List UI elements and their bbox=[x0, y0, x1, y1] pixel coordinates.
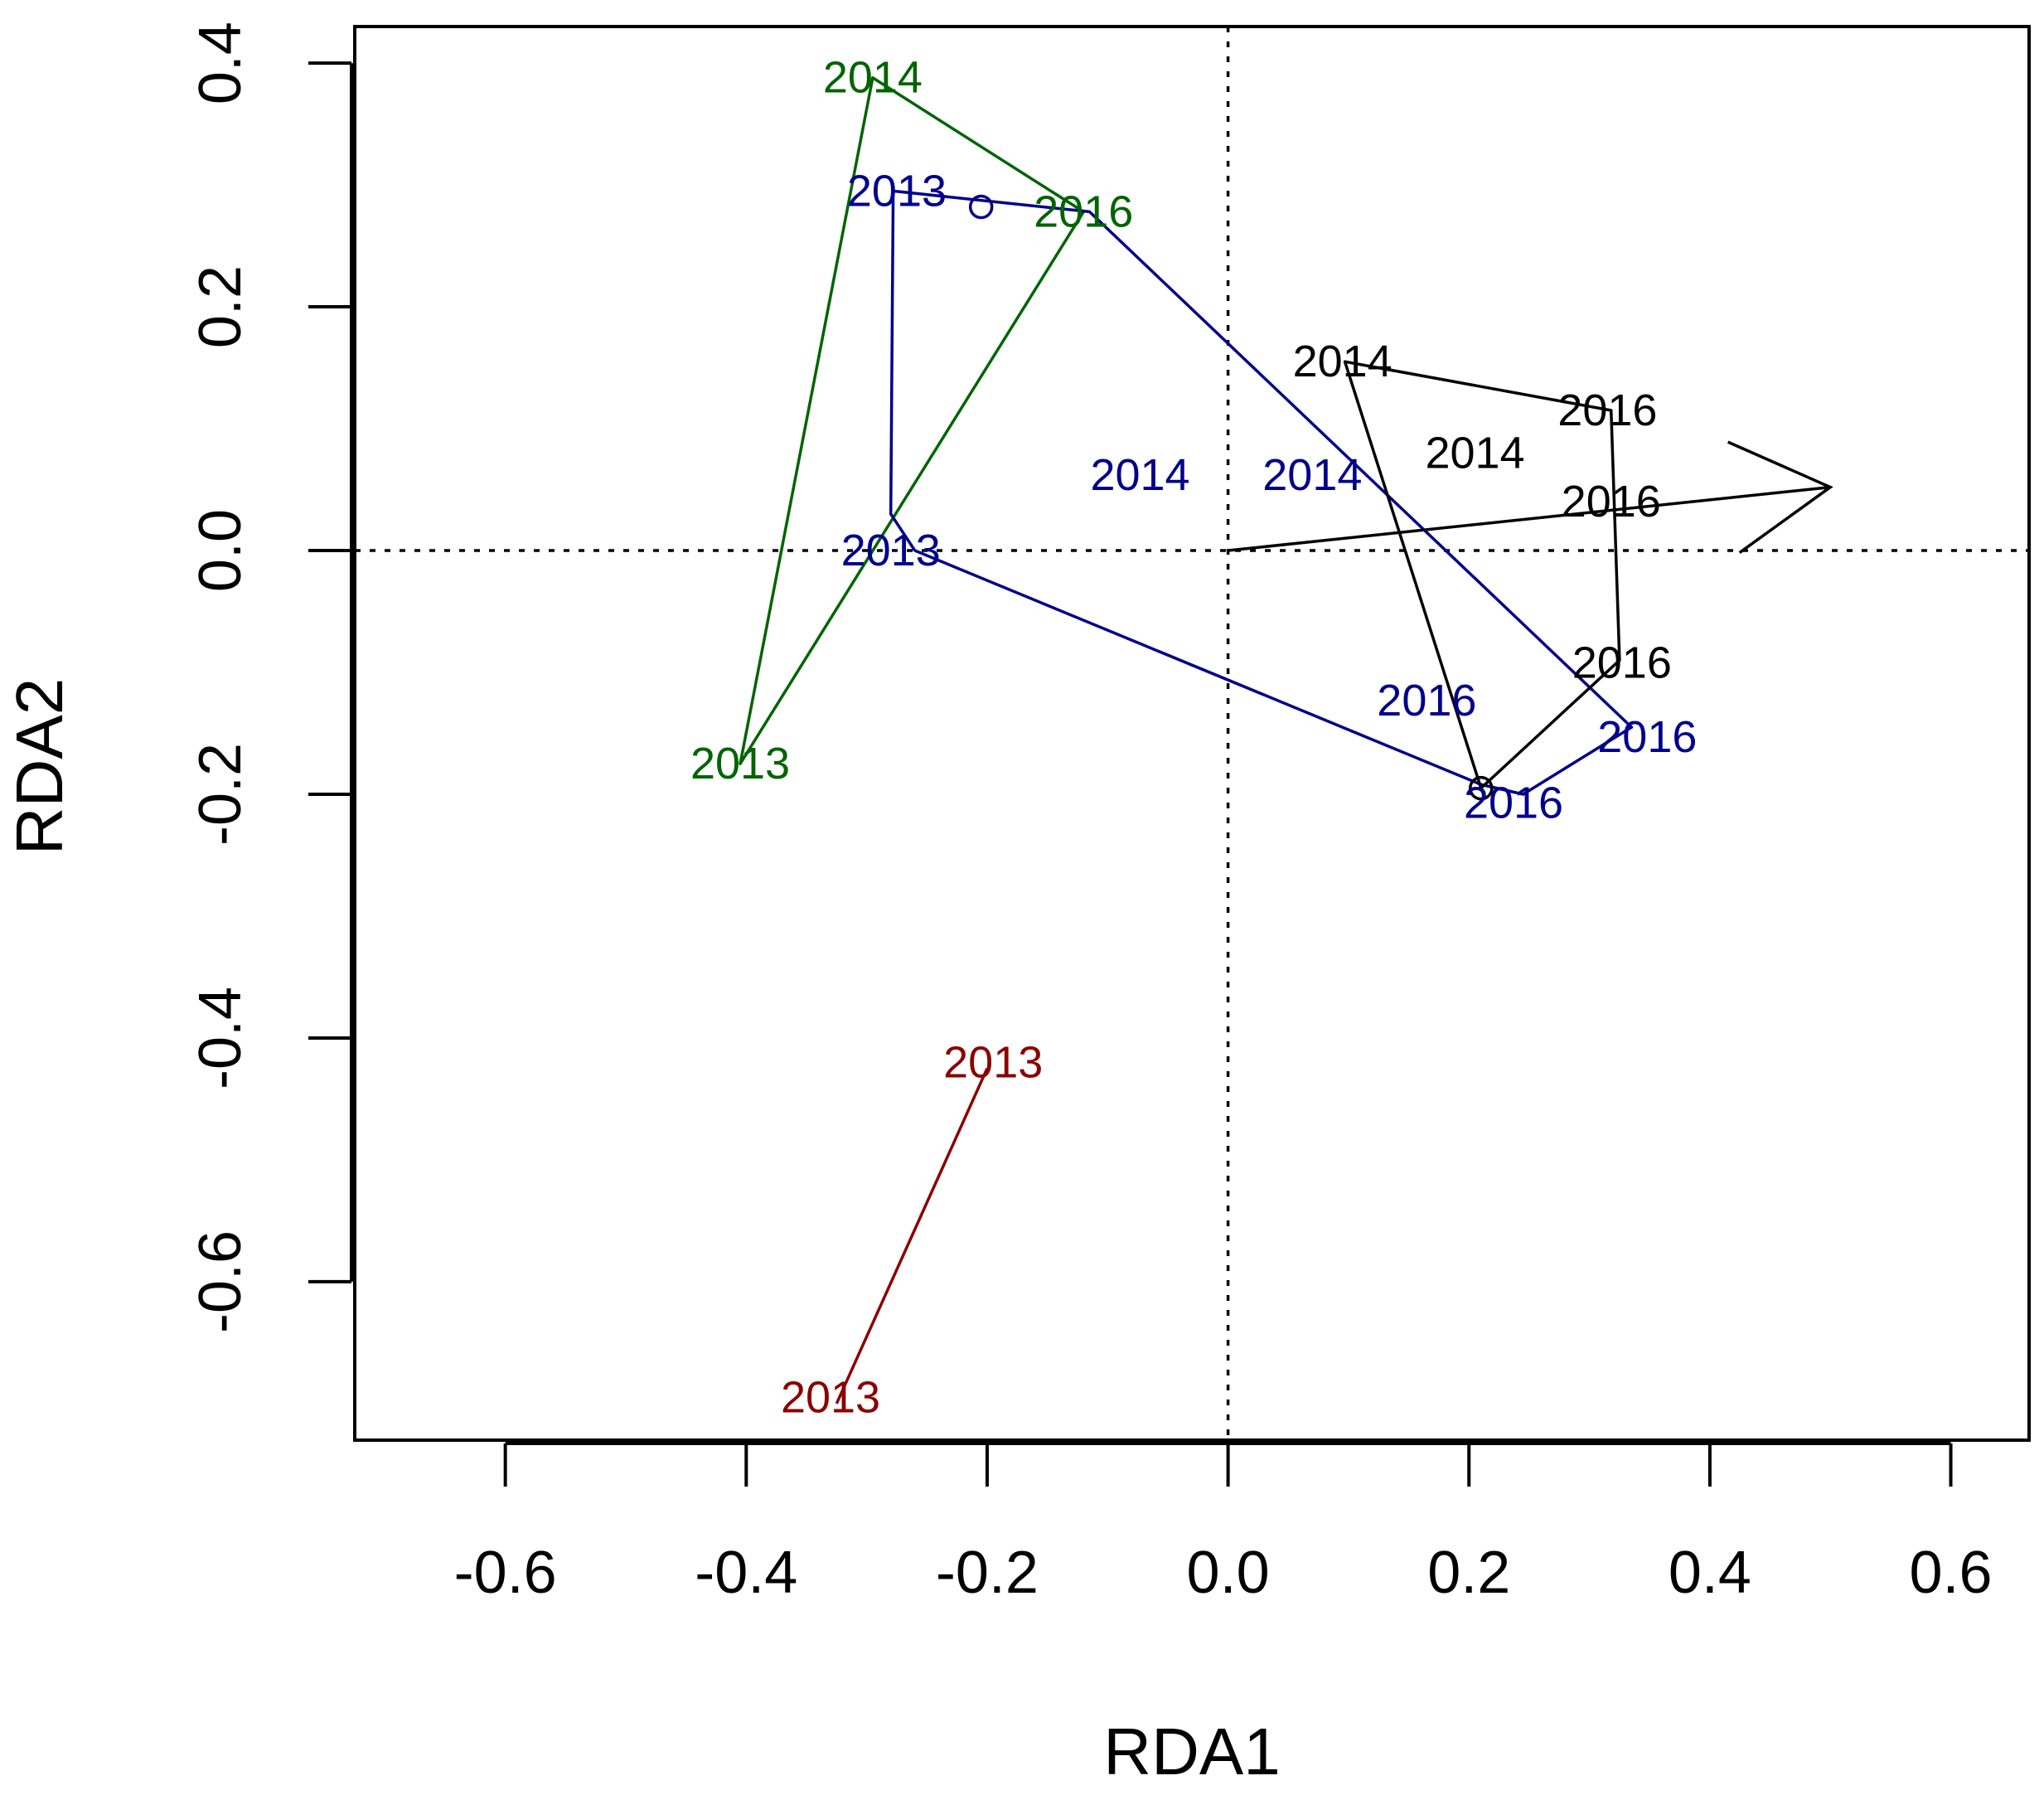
y-tick-label: 0.2 bbox=[187, 265, 254, 348]
y-axis: -0.6 -0.4 -0.2 0.0 0.2 0.4 bbox=[187, 22, 353, 1333]
y-tick-label: -0.6 bbox=[187, 1230, 254, 1333]
y-tick-label: -0.2 bbox=[187, 743, 254, 846]
group-polygons bbox=[739, 75, 1634, 1404]
group-polygon bbox=[835, 1067, 989, 1404]
point-label: 2016 bbox=[1562, 477, 1661, 526]
point-label: 2016 bbox=[1597, 712, 1697, 762]
x-tick-label: 0.2 bbox=[1427, 1540, 1510, 1606]
point-label: 2013 bbox=[690, 739, 790, 788]
vector-shaft bbox=[1228, 485, 1831, 552]
point-label: 2014 bbox=[1293, 337, 1393, 386]
reference-lines bbox=[355, 27, 2029, 1440]
group-polygon bbox=[739, 75, 1085, 765]
x-tick-label: -0.6 bbox=[454, 1540, 557, 1606]
vector-arrowhead bbox=[1727, 440, 1833, 554]
x-tick-label: 0.0 bbox=[1187, 1540, 1270, 1606]
x-tick-label: 0.6 bbox=[1909, 1540, 1992, 1606]
point-label: 2016 bbox=[1572, 638, 1672, 687]
point-label: 2013 bbox=[841, 526, 941, 575]
y-tick-label: -0.4 bbox=[187, 987, 254, 1089]
group-centroid-marker bbox=[1469, 775, 1494, 801]
group-centroids bbox=[968, 194, 1494, 801]
point-label: 2016 bbox=[1464, 778, 1563, 827]
point-label: 2016 bbox=[1557, 386, 1657, 435]
y-tick-label: 0.4 bbox=[187, 22, 254, 104]
environmental-vector bbox=[1228, 440, 1833, 554]
point-label: 2013 bbox=[781, 1373, 880, 1423]
x-tick-label: -0.4 bbox=[695, 1540, 797, 1606]
plot-frame bbox=[353, 25, 2031, 1442]
point-label: 2014 bbox=[1090, 450, 1189, 500]
group-polygon bbox=[889, 189, 1634, 796]
point-label: 2016 bbox=[1377, 676, 1476, 725]
y-axis-title: RDA2 bbox=[2, 678, 76, 855]
group-centroid-marker bbox=[968, 194, 994, 220]
point-label: 2014 bbox=[1425, 428, 1524, 478]
x-tick-label: 0.4 bbox=[1669, 1540, 1751, 1606]
point-label: 2016 bbox=[1034, 187, 1133, 236]
point-labels: 2014 2016 2013 2013 2013 2014 2014 2016 2016 2016… bbox=[690, 53, 1697, 1423]
x-tick-label: -0.2 bbox=[936, 1540, 1039, 1606]
x-axis-title: RDA1 bbox=[1103, 1715, 1280, 1788]
point-label: 2014 bbox=[1262, 450, 1362, 500]
point-label: 2014 bbox=[823, 53, 923, 103]
group-polygon bbox=[1343, 360, 1621, 790]
point-label: 2013 bbox=[847, 166, 947, 216]
point-label: 2013 bbox=[943, 1037, 1043, 1087]
x-axis: -0.6 -0.4 -0.2 0.0 0.2 0.4 0.6 bbox=[454, 1442, 1993, 1606]
y-tick-label: 0.0 bbox=[187, 509, 254, 592]
